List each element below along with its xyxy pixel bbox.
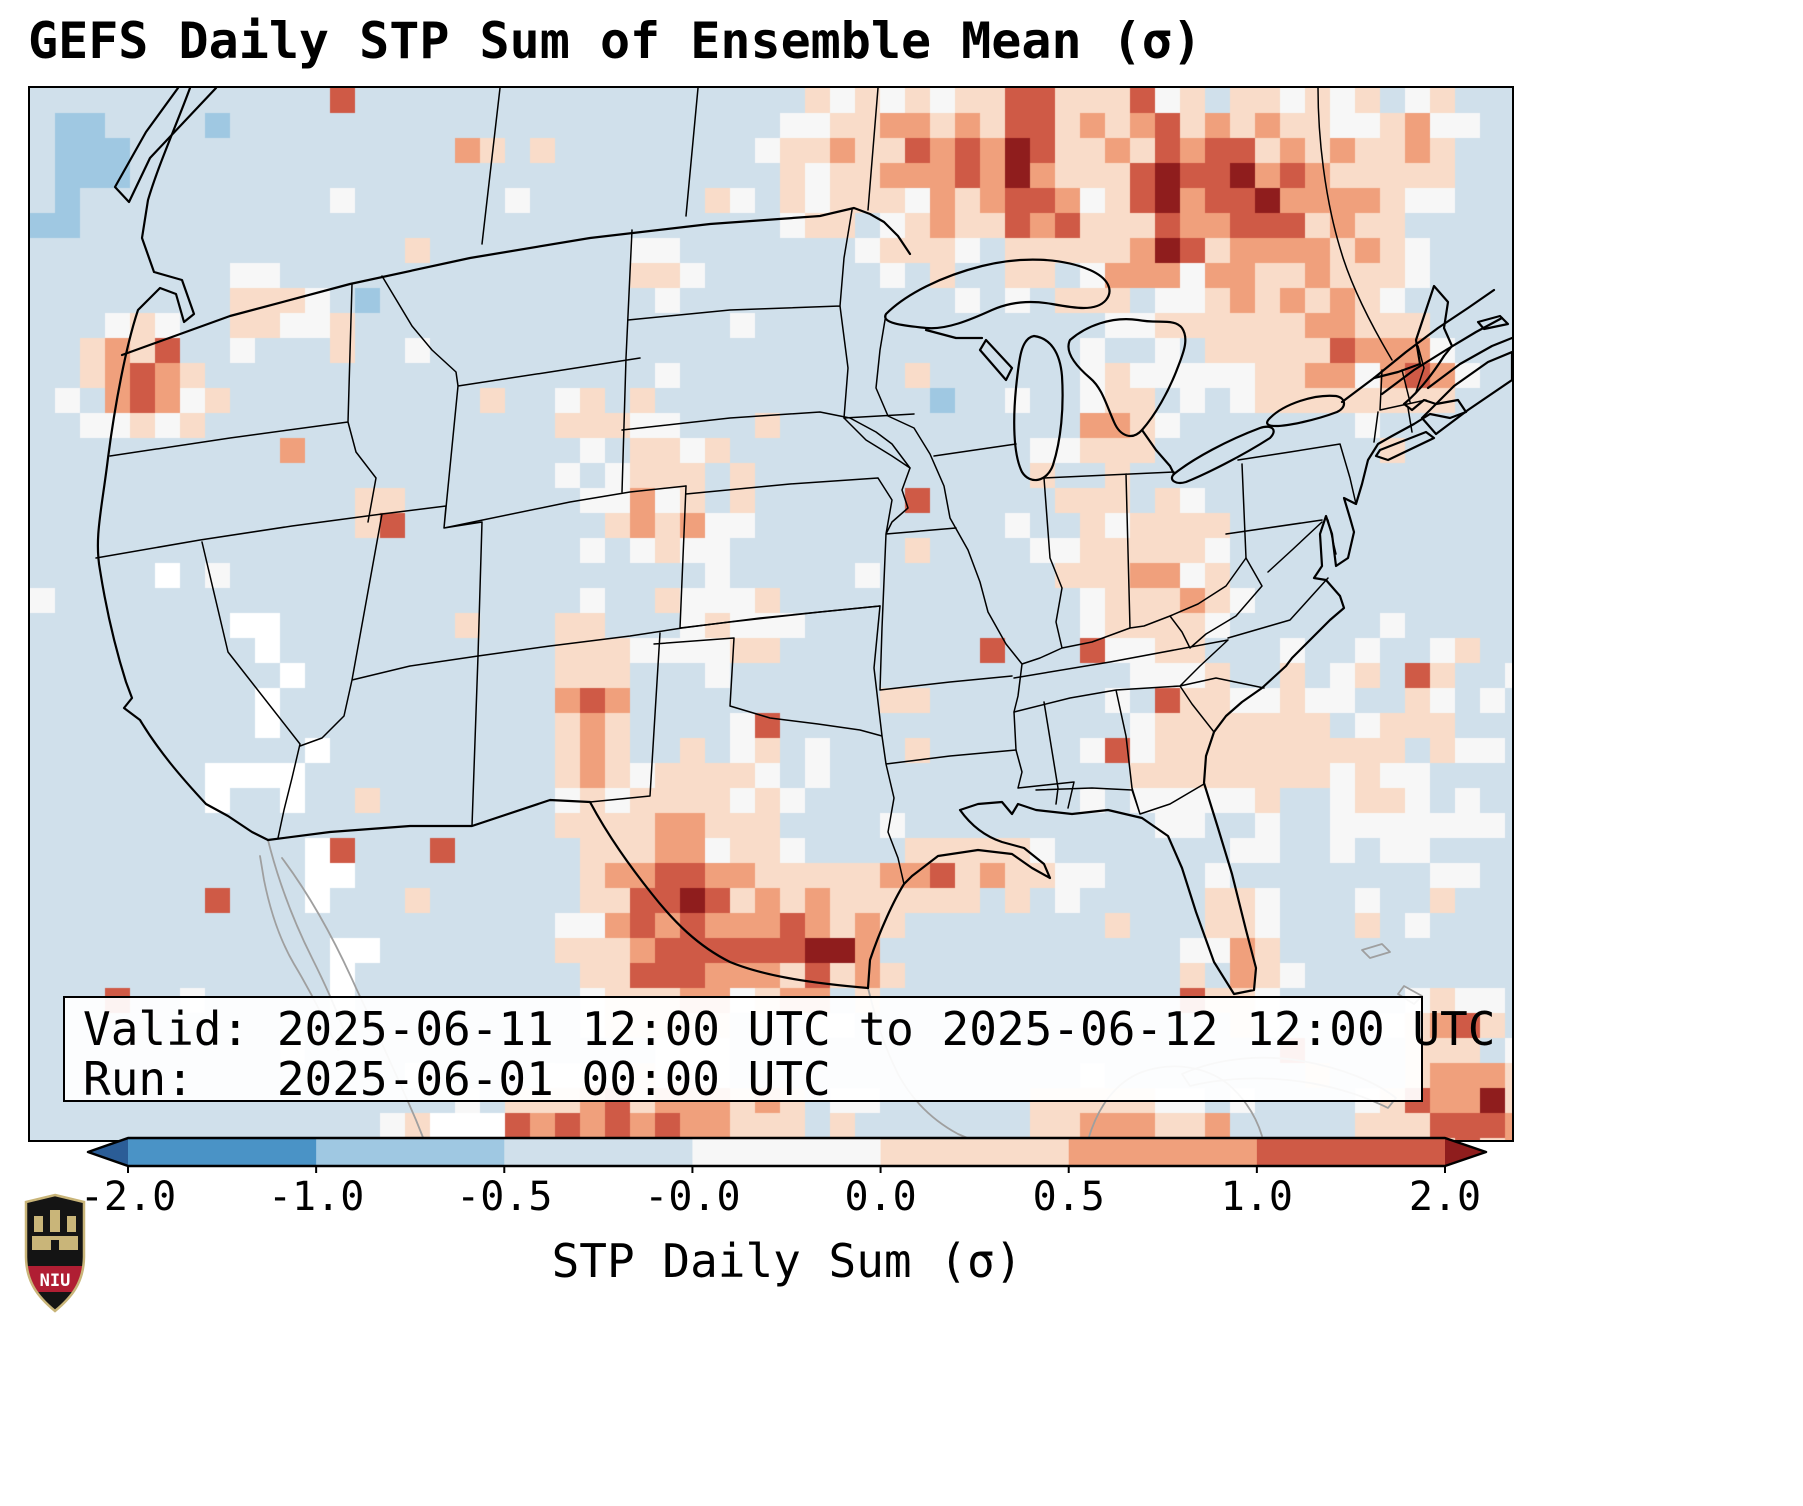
great-lakes: [884, 258, 1346, 484]
valid-time-text: Valid: 2025-06-11 12:00 UTC to 2025-06-1…: [83, 1002, 1496, 1056]
validity-info-box: Valid: 2025-06-11 12:00 UTC to 2025-06-1…: [63, 996, 1496, 1106]
state-borders: [95, 209, 1427, 885]
colorbar-segment: [692, 1138, 882, 1166]
colorbar-segment: [880, 1138, 1070, 1166]
coastlines: [96, 88, 1468, 996]
map-panel: Valid: 2025-06-11 12:00 UTC to 2025-06-1…: [28, 86, 1514, 1142]
colorbar-tick-label: -1.0: [268, 1174, 364, 1220]
canada-borders: [481, 88, 1512, 436]
colorbar-tick-label: 1.0: [1221, 1174, 1293, 1220]
basemap: [95, 88, 1512, 1140]
colorbar-left-arrow: [88, 1138, 128, 1166]
niu-logo: NIU: [24, 1193, 86, 1313]
colorbar-segment: [1068, 1138, 1258, 1166]
colorbar-tick-label: 2.0: [1409, 1174, 1481, 1220]
colorbar-label: STP Daily Sum (σ): [551, 1234, 1023, 1288]
colorbar-segment: [1256, 1138, 1446, 1166]
colorbar-segment: [316, 1138, 505, 1166]
colorbar-tick-label: -2.0: [80, 1174, 176, 1220]
colorbar-right-arrow: [1445, 1138, 1486, 1166]
heatmap-canvas: [30, 88, 1512, 1140]
niu-logo-text: NIU: [40, 1271, 71, 1291]
colorbar: -2.0 -1.0 -0.5 -0.0 0.0 0.5 1.0 2.0: [80, 1136, 1488, 1220]
colorbar-tick-label: -0.5: [456, 1174, 552, 1220]
run-time-text: Run: 2025-06-01 00:00 UTC: [83, 1052, 831, 1106]
niu-band: [26, 1266, 84, 1292]
colorbar-tick-label: 0.0: [844, 1174, 916, 1220]
castle-icon: [26, 1210, 84, 1292]
colorbar-tick-label: 0.5: [1033, 1174, 1105, 1220]
colorbar-tick-label: -0.0: [644, 1174, 740, 1220]
colorbar-segment: [128, 1138, 317, 1166]
figure-title: GEFS Daily STP Sum of Ensemble Mean (σ): [28, 12, 1202, 70]
colorbar-segment: [504, 1138, 694, 1166]
